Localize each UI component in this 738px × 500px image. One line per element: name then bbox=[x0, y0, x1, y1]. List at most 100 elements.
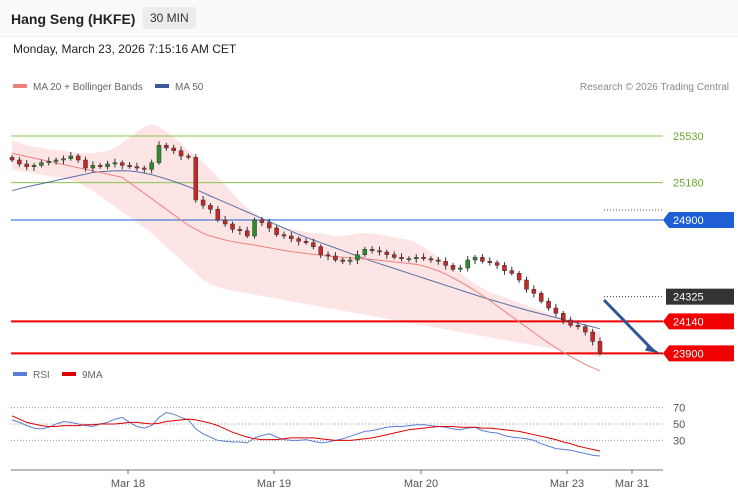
ma50-legend-label: MA 50 bbox=[175, 82, 204, 93]
candle-body bbox=[450, 265, 456, 270]
candle-body bbox=[289, 235, 294, 239]
ma20-line bbox=[11, 152, 601, 372]
candle-body bbox=[384, 251, 390, 255]
rsi-legend-swatch bbox=[13, 372, 27, 376]
candle-body bbox=[421, 257, 426, 259]
candle-body bbox=[369, 249, 375, 251]
candle-body bbox=[311, 242, 316, 247]
candle-body bbox=[83, 159, 88, 169]
candle-body bbox=[97, 165, 103, 167]
candle-body bbox=[149, 162, 154, 170]
time-tick-label: Mar 31 bbox=[615, 478, 649, 490]
candle-body bbox=[90, 165, 96, 169]
price-panel: 25530 25180 24900 24325 24140 23900 bbox=[9, 124, 734, 372]
candle-body bbox=[296, 238, 301, 242]
candle-body bbox=[516, 273, 522, 281]
candle-body bbox=[414, 257, 419, 259]
candle-body bbox=[355, 254, 360, 261]
candle-body bbox=[9, 157, 15, 161]
last-price-tag bbox=[666, 288, 734, 305]
candle-body bbox=[583, 326, 588, 333]
candle-body bbox=[325, 254, 331, 257]
candle-body bbox=[186, 155, 191, 158]
resistance-label-25180: 25180 bbox=[673, 178, 704, 190]
candle-body bbox=[178, 150, 184, 157]
candle-body bbox=[546, 301, 551, 309]
time-axis: Mar 18 Mar 19 Mar 20 Mar 23 Mar 31 bbox=[11, 469, 663, 490]
candle-body bbox=[17, 159, 22, 165]
last-price-tag-label: 24325 bbox=[673, 292, 704, 304]
candle-body bbox=[61, 158, 66, 161]
candle-body bbox=[259, 219, 265, 223]
support-tag-label-24140: 24140 bbox=[673, 316, 704, 328]
rsi-ma9-line bbox=[11, 415, 601, 452]
chart-header: Hang Seng (HKFE) 30 MIN bbox=[0, 0, 738, 37]
candle-body bbox=[509, 270, 515, 274]
ma20-legend-swatch bbox=[13, 84, 27, 88]
candle-body bbox=[281, 234, 287, 237]
candle-body bbox=[362, 249, 368, 255]
candle-body bbox=[443, 261, 448, 266]
candle-body bbox=[465, 259, 470, 269]
candle-body bbox=[127, 165, 132, 167]
candle-body bbox=[112, 162, 118, 165]
rsi-tick-label: 30 bbox=[673, 435, 685, 447]
candle-body bbox=[318, 246, 323, 255]
ma50-legend-swatch bbox=[155, 84, 169, 88]
rsi-panel: 70 50 30 bbox=[11, 403, 685, 457]
pivot-tag-24900 bbox=[663, 212, 734, 228]
candle-body bbox=[274, 227, 279, 235]
pivot-tag-label-24900: 24900 bbox=[673, 215, 704, 227]
candle-body bbox=[406, 258, 412, 260]
candle-body bbox=[171, 147, 176, 151]
candle-body bbox=[568, 319, 573, 326]
instrument-title: Hang Seng (HKFE) bbox=[11, 11, 136, 27]
candle-body bbox=[164, 145, 169, 149]
candle-body bbox=[222, 219, 228, 225]
candle-body bbox=[200, 199, 206, 206]
support-tag-24140 bbox=[663, 313, 734, 330]
rsi-legend-label: RSI bbox=[33, 370, 50, 381]
candle-body bbox=[142, 167, 147, 170]
candle-body bbox=[561, 313, 566, 321]
candle-body bbox=[68, 155, 74, 159]
candle-body bbox=[193, 157, 198, 201]
chart-legend: MA 20 + Bollinger Bands MA 50 Research ©… bbox=[13, 82, 729, 93]
candle-body bbox=[487, 261, 492, 263]
candle-body bbox=[377, 250, 382, 253]
forecast-arrowhead bbox=[645, 344, 660, 354]
candle-body bbox=[428, 258, 434, 261]
candle-body bbox=[480, 257, 485, 262]
rsi-legend: RSI 9MA bbox=[13, 370, 103, 381]
time-tick-label: Mar 20 bbox=[404, 478, 438, 490]
candle-body bbox=[531, 289, 537, 294]
candle-body bbox=[472, 257, 478, 261]
ma20-legend-label: MA 20 + Bollinger Bands bbox=[33, 82, 143, 93]
candle-body bbox=[590, 331, 595, 342]
candle-body bbox=[502, 265, 507, 271]
support-tag-23900 bbox=[663, 345, 734, 362]
timestamp: Monday, March 23, 2026 7:15:16 AM CET bbox=[13, 42, 237, 56]
forecast-arrow bbox=[602, 298, 654, 351]
candle-body bbox=[597, 341, 603, 354]
candle-body bbox=[399, 257, 404, 259]
rsi-line bbox=[11, 411, 601, 457]
candle-body bbox=[267, 222, 272, 229]
candle-body bbox=[156, 145, 162, 163]
timeframe-badge[interactable]: 30 MIN bbox=[143, 7, 196, 29]
ma9-legend-label: 9MA bbox=[82, 370, 103, 381]
copyright-label: Research © 2026 Trading Central bbox=[580, 82, 729, 93]
candle-body bbox=[436, 259, 441, 262]
rsi-tick-label: 70 bbox=[673, 403, 685, 415]
candle-body bbox=[524, 279, 529, 290]
candle-body bbox=[120, 162, 125, 166]
candle-body bbox=[24, 163, 29, 167]
time-tick-label: Mar 19 bbox=[257, 478, 291, 490]
candle-body bbox=[553, 307, 559, 314]
time-tick-label: Mar 23 bbox=[550, 478, 584, 490]
candle-body bbox=[46, 161, 51, 163]
candle-body bbox=[237, 229, 243, 231]
candle-body bbox=[230, 223, 235, 230]
candle-body bbox=[105, 163, 110, 167]
